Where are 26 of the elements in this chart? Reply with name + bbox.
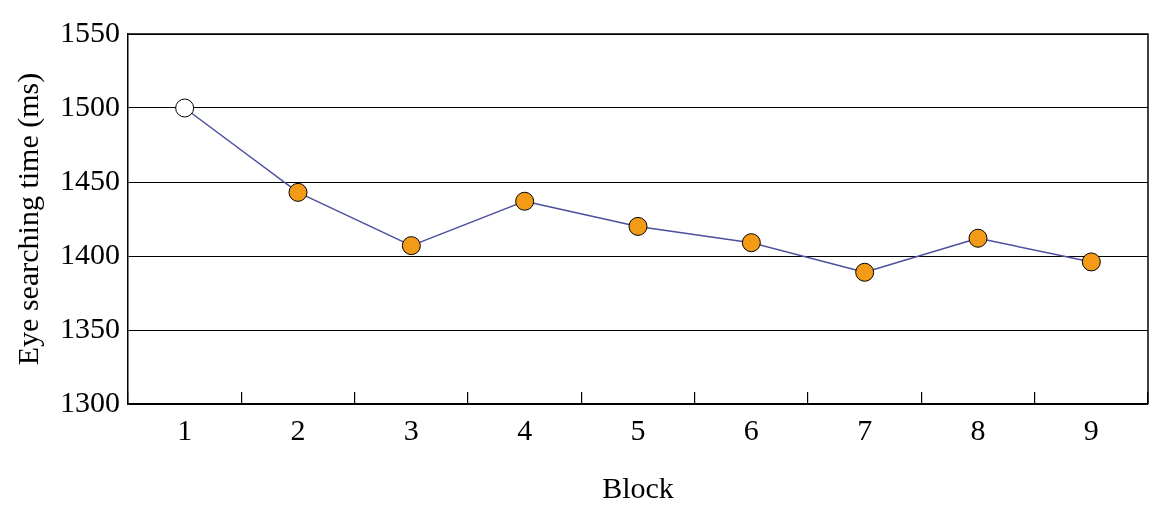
point (175, 98, 195, 118)
y-tick-label: 1300 (60, 384, 120, 418)
x-tick-label: 2 (290, 412, 306, 446)
point (741, 233, 761, 253)
x-tick-label: 1 (177, 412, 193, 446)
x-tick-label: 9 (1083, 412, 1099, 446)
x-tick-label: 6 (743, 412, 759, 446)
y-tick-label: 1550 (60, 14, 120, 48)
point (288, 182, 308, 202)
point (515, 191, 535, 211)
x-tick-label: 5 (630, 412, 646, 446)
point (968, 228, 988, 248)
point (855, 262, 875, 282)
point (1081, 252, 1101, 272)
x-tick-label: 3 (403, 412, 419, 446)
y-tick-label: 1400 (60, 236, 120, 270)
y-tick-label: 1350 (60, 310, 120, 344)
x-tick-label: 8 (970, 412, 986, 446)
y-tick-label: 1500 (60, 88, 120, 122)
y-tick-label: 1450 (60, 162, 120, 196)
x-axis-title: Block (602, 470, 674, 504)
x-tick-label: 4 (517, 412, 533, 446)
point (401, 236, 421, 256)
x-tick-label: 7 (857, 412, 873, 446)
point (628, 216, 648, 236)
y-axis-title: Eye searching time (ms) (10, 72, 45, 366)
